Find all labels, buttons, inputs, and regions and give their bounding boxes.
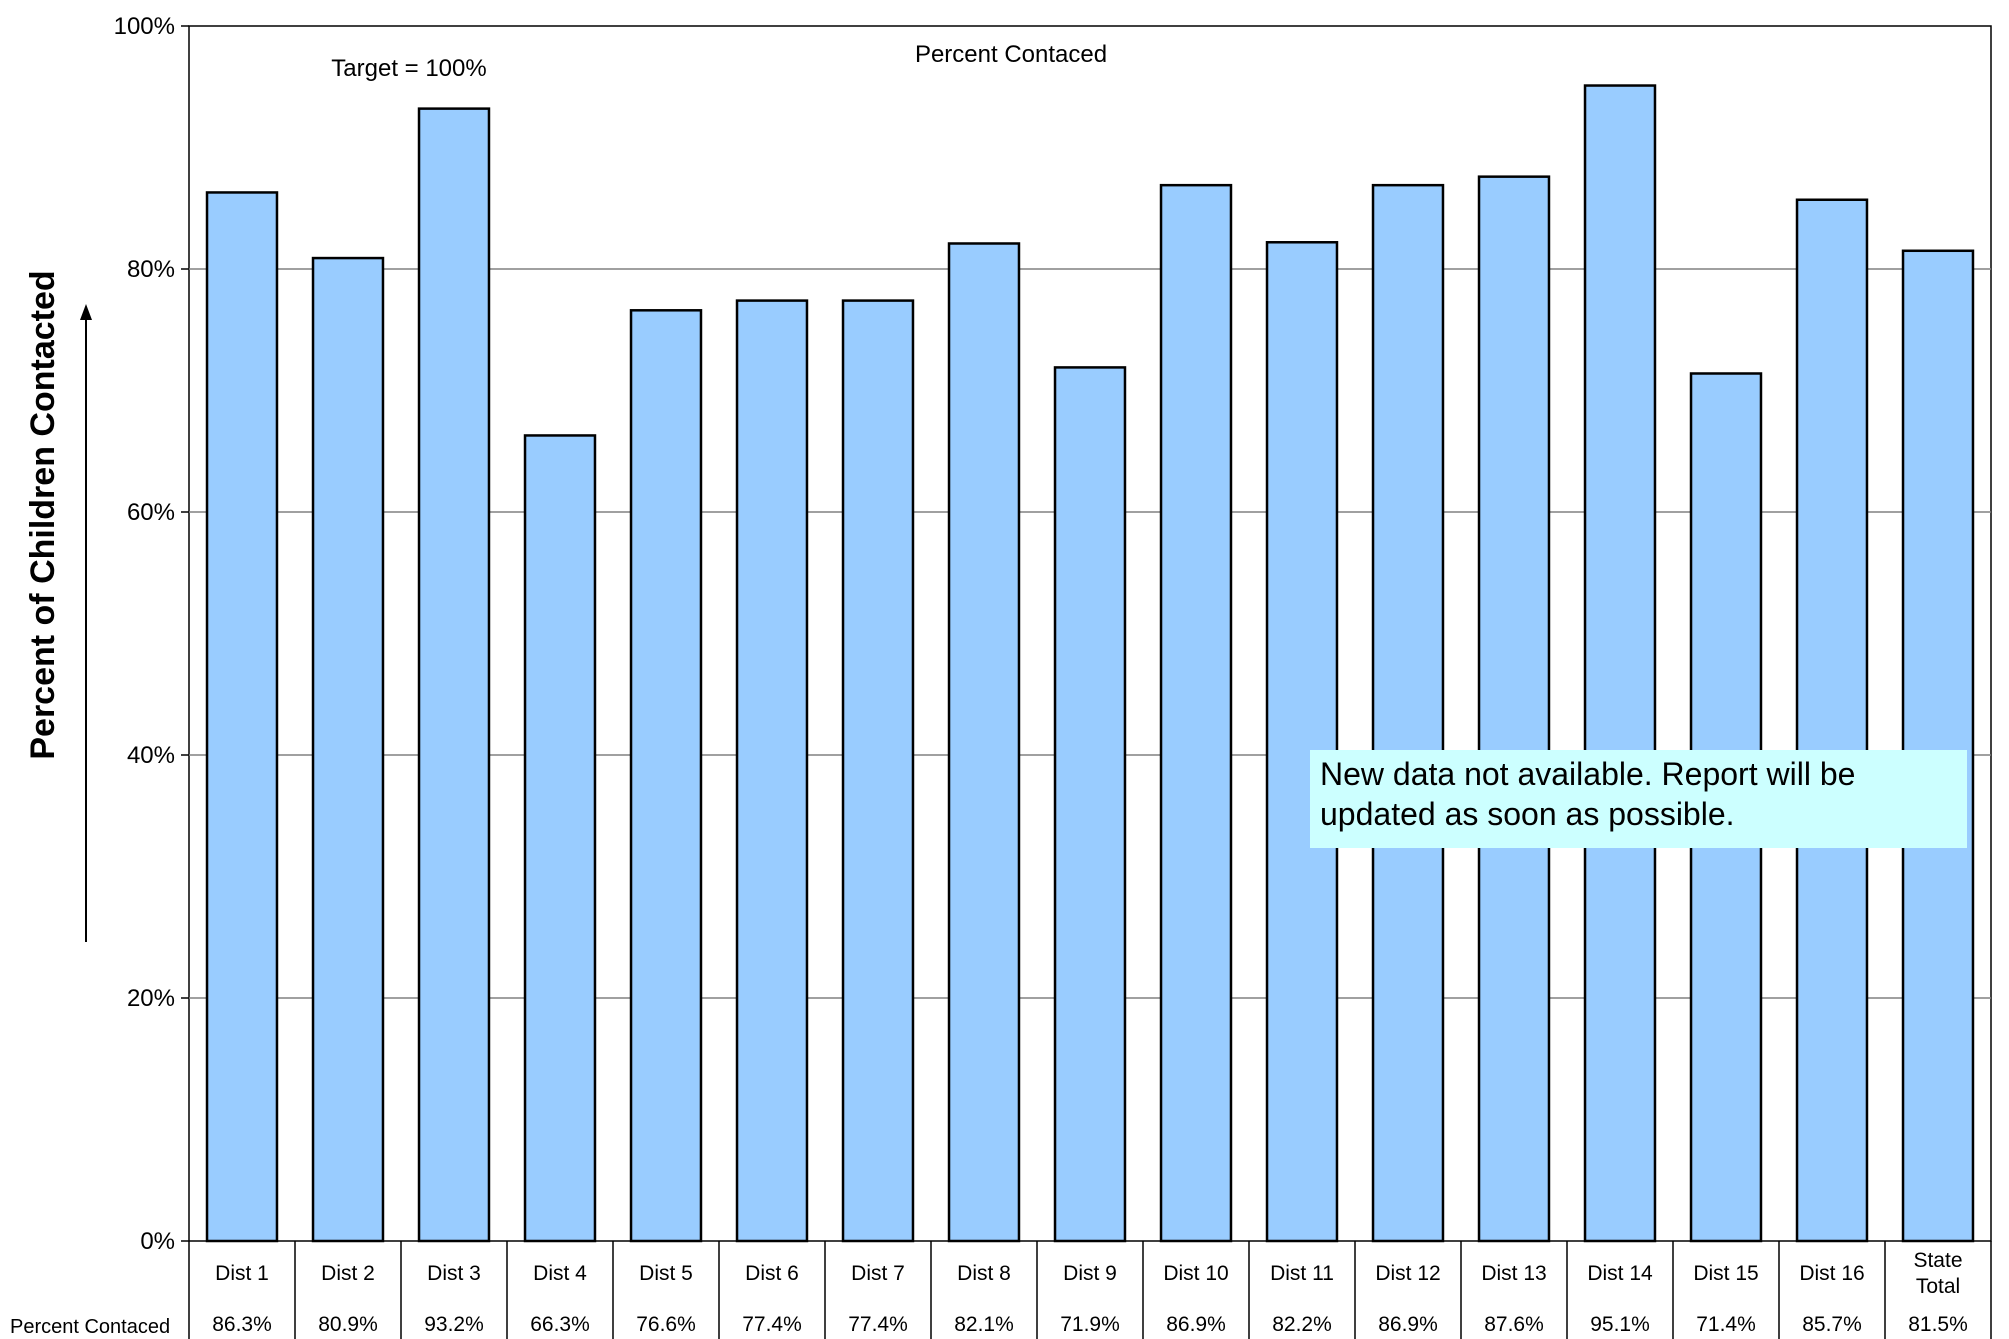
bar: [1159, 183, 1233, 1243]
bar: [311, 256, 385, 1243]
data-unavailable-note: New data not available. Report will be u…: [1310, 750, 1967, 848]
y-tick-label: 20%: [127, 985, 175, 1012]
x-category-label: Dist 13: [1481, 1262, 1546, 1285]
x-category-label: Dist 15: [1693, 1262, 1758, 1285]
data-label: 71.9%: [1060, 1313, 1120, 1336]
data-label: 71.4%: [1696, 1313, 1756, 1336]
y-tick-label: 100%: [114, 13, 175, 40]
x-category-label: Dist 7: [851, 1262, 905, 1285]
x-category-label: Dist 5: [639, 1262, 693, 1285]
x-category-label: Dist 16: [1799, 1262, 1864, 1285]
data-label: 86.9%: [1166, 1313, 1226, 1336]
x-category-label: Dist 6: [745, 1262, 799, 1285]
data-label: 93.2%: [424, 1313, 484, 1336]
y-axis-ticks: 0% 20% 40% 60% 80% 100%: [114, 13, 189, 1255]
x-category-label: Total: [1916, 1275, 1960, 1298]
y-axis-label: Percent of Children Contacted: [24, 270, 62, 759]
bar: [1265, 241, 1339, 1243]
chart-title: Percent Contaced: [915, 41, 1107, 68]
x-category-label: Dist 10: [1163, 1262, 1228, 1285]
bar: [1477, 175, 1551, 1243]
y-tick-label: 0%: [140, 1228, 175, 1255]
y-axis-arrow: [80, 304, 92, 942]
x-category-label: Dist 14: [1587, 1262, 1653, 1285]
data-label: 80.9%: [318, 1313, 378, 1336]
bar: [947, 242, 1021, 1243]
data-label: 87.6%: [1484, 1313, 1544, 1336]
bar: [841, 299, 915, 1243]
x-category-label: Dist 3: [427, 1262, 481, 1285]
bar: [417, 107, 491, 1243]
data-table: Dist 1 86.3% Dist 2 80.9% Dist 3 93.2% Dist 4 6…: [10, 1241, 1992, 1339]
bar: [1795, 198, 1869, 1243]
data-label: 66.3%: [530, 1313, 590, 1336]
data-label: 95.1%: [1590, 1313, 1650, 1336]
data-label: 76.6%: [636, 1313, 696, 1336]
bar: [1371, 183, 1445, 1243]
x-category-label: Dist 4: [533, 1262, 587, 1285]
x-category-label: Dist 2: [321, 1262, 375, 1285]
table-row-label: Percent Contaced: [10, 1316, 170, 1338]
target-annotation: Target = 100%: [331, 55, 486, 82]
y-tick-label: 60%: [127, 499, 175, 526]
data-label: 86.9%: [1378, 1313, 1438, 1336]
data-label: 86.3%: [212, 1313, 272, 1336]
data-label: 77.4%: [848, 1313, 908, 1336]
x-category-label: Dist 1: [215, 1262, 269, 1285]
y-tick-label: 40%: [127, 742, 175, 769]
data-label: 82.1%: [954, 1313, 1014, 1336]
bar: [523, 434, 597, 1243]
x-category-label: Dist 9: [1063, 1262, 1117, 1285]
bar: [629, 309, 703, 1243]
bars: [205, 84, 1975, 1243]
bar: [205, 191, 279, 1243]
bar: [1583, 84, 1657, 1243]
x-category-label: Dist 12: [1375, 1262, 1440, 1285]
data-label: 82.2%: [1272, 1313, 1332, 1336]
bar: [1053, 366, 1127, 1243]
x-category-label: Dist 11: [1270, 1262, 1334, 1285]
data-label: 77.4%: [742, 1313, 802, 1336]
data-label: 81.5%: [1908, 1313, 1968, 1336]
bar: [735, 299, 809, 1243]
bar: [1901, 249, 1975, 1243]
data-label: 85.7%: [1802, 1313, 1862, 1336]
x-category-label: State: [1913, 1249, 1962, 1272]
y-tick-label: 80%: [127, 256, 175, 283]
x-category-label: Dist 8: [957, 1262, 1011, 1285]
